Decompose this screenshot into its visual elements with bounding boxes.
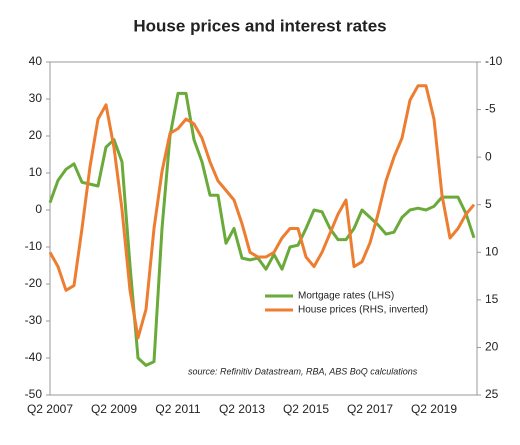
- y2-tick-label: 0: [485, 149, 492, 163]
- y-tick-label: 0: [35, 202, 42, 216]
- y2-tick-label: -10: [485, 54, 503, 68]
- y-tick-label: 10: [29, 165, 43, 179]
- y-tick-label: 40: [29, 54, 43, 68]
- x-tick-label: Q2 2017: [347, 402, 393, 416]
- y-tick-label: -30: [25, 313, 43, 327]
- plot-frame: [49, 61, 478, 396]
- x-tick-label: Q2 2015: [283, 402, 329, 416]
- y-tick-label: -50: [25, 387, 43, 401]
- y2-tick-label: 20: [485, 340, 499, 354]
- x-tick-label: Q2 2019: [411, 402, 457, 416]
- y2-tick-label: 5: [485, 197, 492, 211]
- x-tick-label: Q2 2011: [155, 402, 200, 416]
- y-tick-label: 30: [29, 91, 43, 105]
- y2-tick-label: 15: [485, 292, 499, 306]
- source-note: source: Refinitiv Datastream, RBA, ABS B…: [188, 366, 418, 376]
- y-tick-label: 20: [29, 128, 43, 142]
- legend-label: House prices (RHS, inverted): [298, 305, 428, 316]
- series-line: [48, 91, 476, 367]
- chart-title: House prices and interest rates: [133, 16, 386, 35]
- series-line: [48, 84, 476, 340]
- y2-tick-label: 10: [485, 244, 499, 258]
- y2-tick-label: -5: [485, 102, 496, 116]
- y-tick-label: -40: [25, 350, 43, 364]
- x-tick-label: Q2 2007: [27, 402, 73, 416]
- y2-tick-label: 25: [485, 387, 499, 401]
- y-tick-label: -20: [25, 276, 43, 290]
- x-tick-label: Q2 2013: [219, 402, 265, 416]
- legend-label: Mortgage rates (LHS): [298, 291, 394, 302]
- y-tick-label: -10: [25, 239, 43, 253]
- x-tick-label: Q2 2009: [91, 402, 137, 416]
